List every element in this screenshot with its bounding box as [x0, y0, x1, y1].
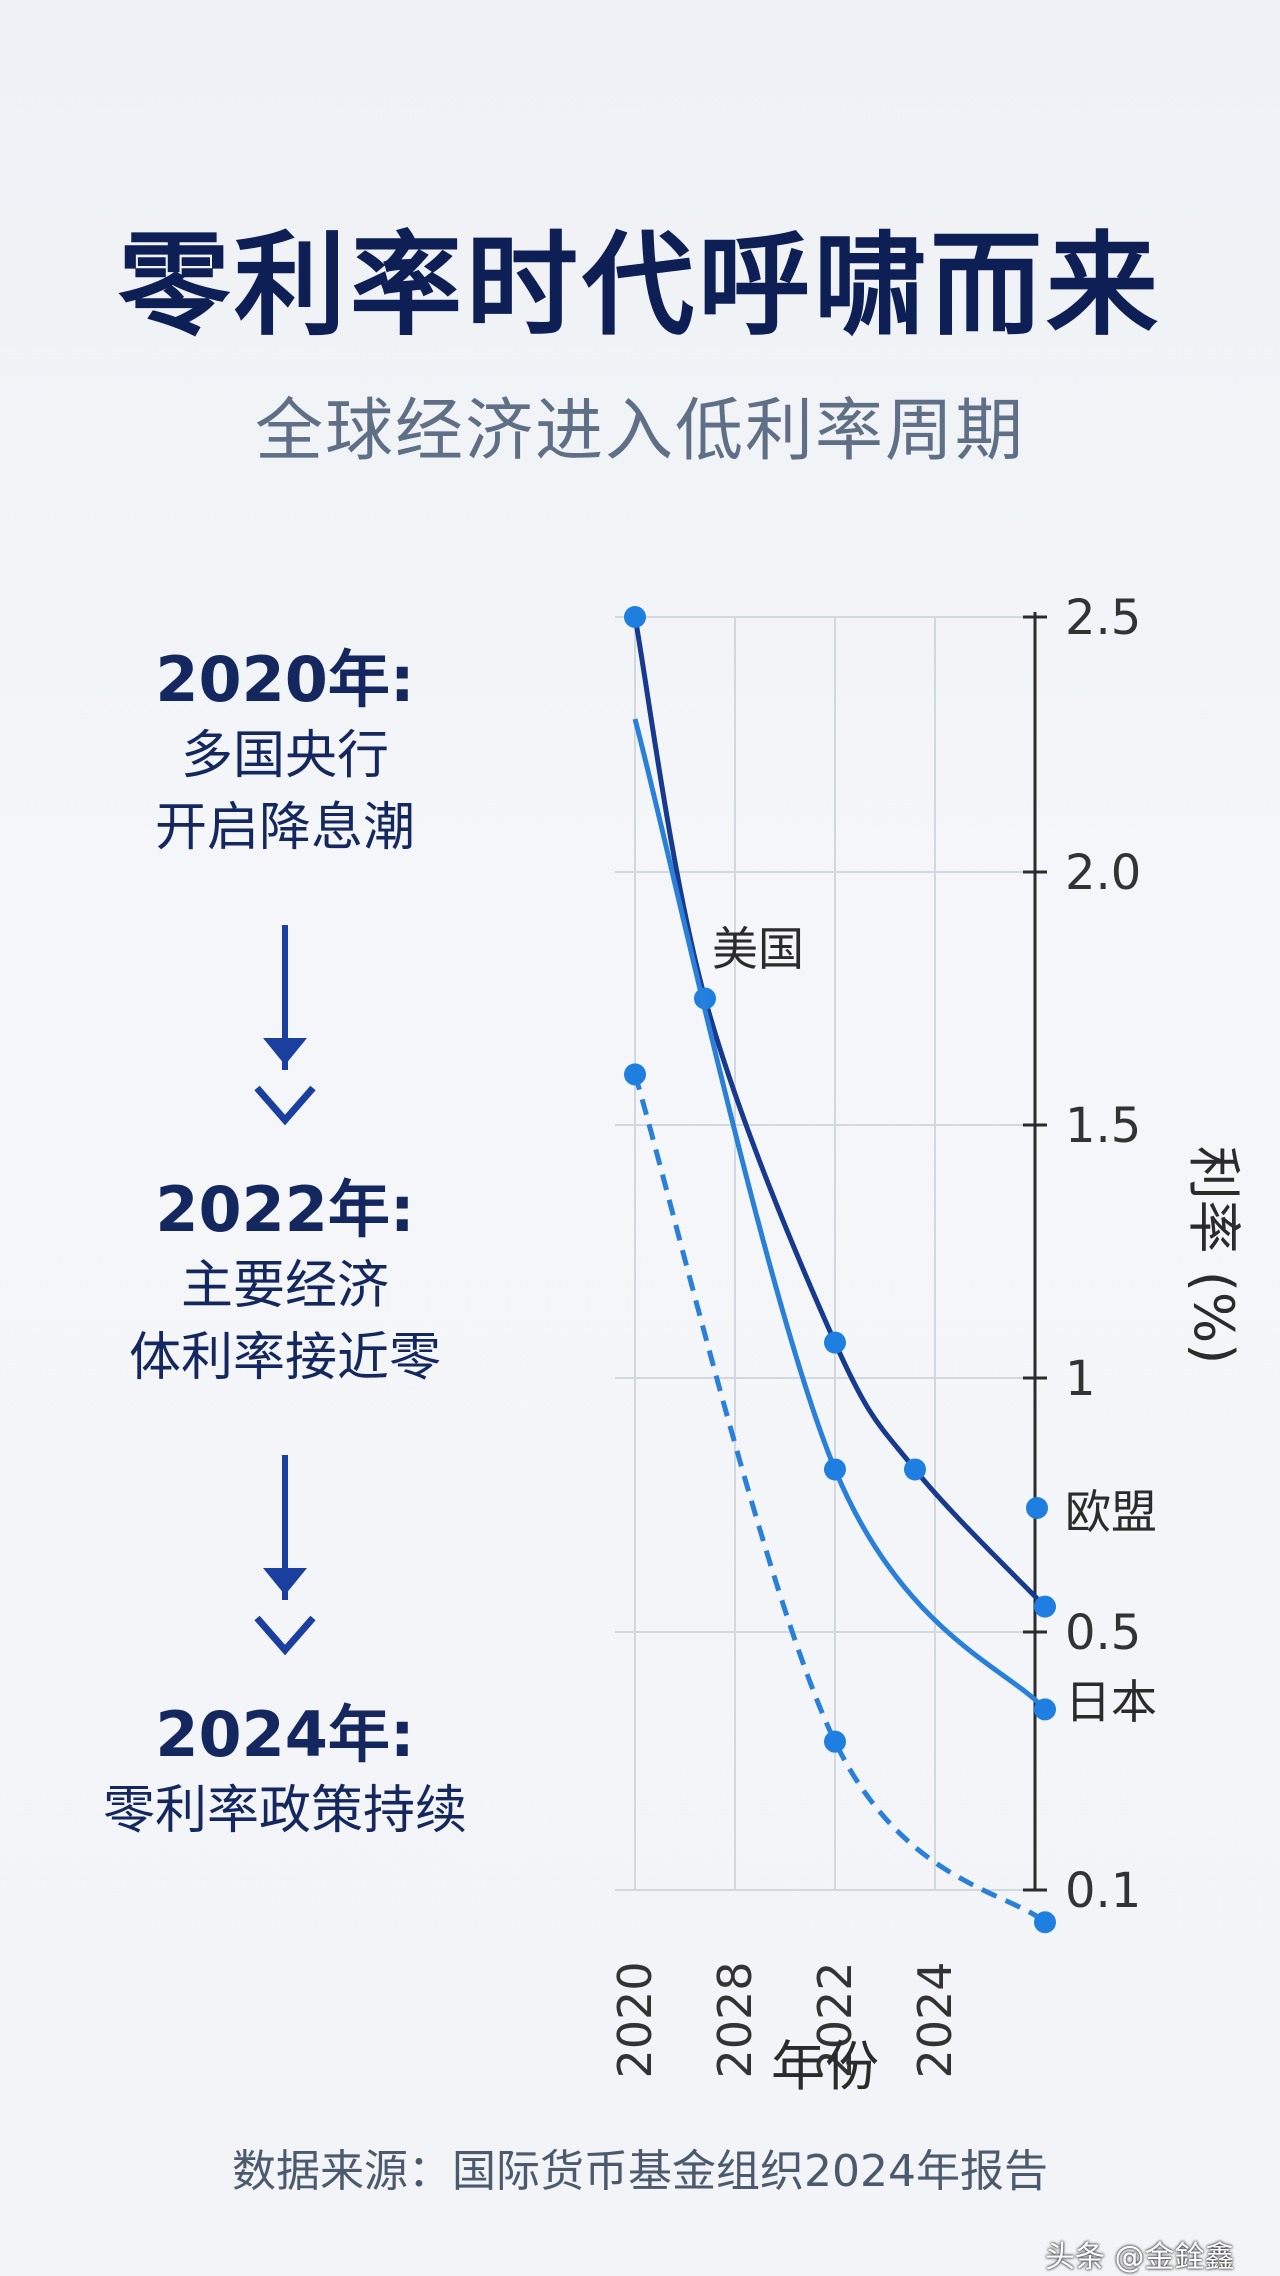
timeline-year: 2022年:	[155, 1173, 415, 1246]
page-title: 零利率时代呼啸而来	[118, 221, 1162, 351]
timeline-step-2022: 2022年: 主要经济 体利率接近零	[40, 1170, 530, 1394]
timeline-desc: 主要经济	[180, 1256, 389, 1316]
timeline-desc: 开启降息潮	[154, 798, 415, 858]
series-line-日本	[632, 718, 1047, 1712]
timeline-year: 2024年:	[155, 1698, 415, 1771]
timeline-desc: 多国央行	[180, 726, 389, 786]
series-label: 欧盟	[1065, 1485, 1157, 1539]
data-point	[1034, 1595, 1056, 1618]
y-tick-label: 1	[1065, 1351, 1096, 1407]
data-point	[824, 1331, 846, 1354]
data-point	[824, 1730, 846, 1753]
down-arrow-icon	[254, 925, 316, 1126]
down-arrow-icon	[254, 1455, 316, 1656]
series-line-欧盟	[632, 1073, 1047, 1925]
timeline-step-2024: 2024年: 零利率政策持续	[40, 1695, 530, 1847]
timeline-desc: 零利率政策持续	[102, 1781, 467, 1841]
y-tick-label: 0.1	[1065, 1863, 1141, 1919]
y-tick-label: 2.5	[1065, 590, 1141, 646]
data-point	[1034, 1698, 1056, 1721]
series-label: 日本	[1065, 1675, 1157, 1729]
data-point	[624, 606, 646, 628]
data-source: 数据来源：国际货币基金组织2024年报告	[232, 2146, 1048, 2197]
data-point	[904, 1458, 926, 1481]
x-tick-label: 2028	[708, 1961, 762, 2078]
series-label: 美国	[712, 922, 804, 976]
timeline-step-2020: 2020年: 多国央行 开启降息潮	[40, 640, 530, 864]
timeline-desc: 体利率接近零	[128, 1328, 441, 1388]
y-axis-label: 利率 (%)	[1182, 1146, 1245, 1365]
data-point	[824, 1458, 846, 1481]
watermark: 头条 @金銓鑫	[1045, 2240, 1235, 2275]
data-point	[1034, 1911, 1056, 1934]
series-line-美国	[632, 616, 1047, 1609]
page-subtitle: 全球经济进入低利率周期	[254, 392, 1025, 471]
legend-marker	[1026, 1497, 1048, 1519]
y-tick-label: 1.5	[1065, 1098, 1141, 1154]
x-tick-label: 2020	[608, 1961, 662, 2078]
y-tick-label: 0.5	[1065, 1605, 1141, 1661]
timeline-year: 2020年:	[155, 643, 415, 716]
data-point	[624, 1063, 646, 1086]
y-tick-label: 2.0	[1065, 845, 1141, 901]
x-tick-label: 2022	[808, 1961, 862, 2078]
x-axis-label: 年份	[771, 2035, 879, 2098]
x-tick-label: 2024	[908, 1961, 962, 2078]
